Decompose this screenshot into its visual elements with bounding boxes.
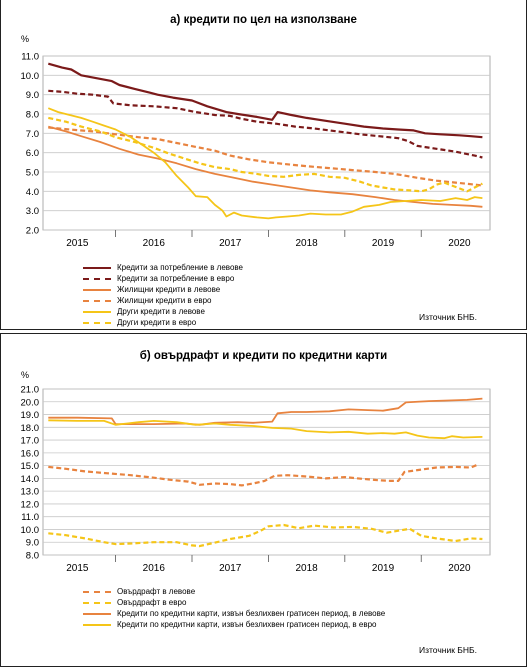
y-tick-label: 10.0: [21, 71, 40, 82]
y-tick-label: 20.0: [21, 397, 40, 408]
plot-area: [42, 55, 491, 231]
series-line-3: [48, 125, 483, 208]
legend-label: Жилищни кредити в левове: [117, 285, 221, 294]
legend-item-4: Кредити по кредитни карти, извън безлихв…: [83, 619, 385, 630]
legend-swatch: [83, 322, 111, 324]
chart-panel-a: а) кредити по цел на използване % 2.0 3.0…: [0, 0, 527, 330]
y-tick-label: 9.0: [26, 538, 39, 549]
y-unit-b: %: [21, 370, 30, 380]
source-note-b: Източник БНБ.: [419, 645, 477, 655]
legend-label: Кредити по кредитни карти, извън безлихв…: [117, 620, 377, 629]
legend-item-1: Кредити за потребление в левове: [83, 262, 243, 273]
y-tick-label: 17.0: [21, 436, 40, 447]
legend-label: Овърдрафт в евро: [117, 598, 187, 607]
legend-b: Овърдрафт в левове Овърдрафт в евро Кредит…: [83, 586, 385, 630]
y-tick-label: 21.0: [21, 385, 40, 396]
chart-panel-b: б) овърдрафт и кредити по кредитни карти…: [0, 333, 527, 667]
x-tick-label: 2020: [448, 238, 471, 249]
y-tick-label: 11.0: [21, 512, 39, 523]
y-tick-label: 18.0: [21, 423, 40, 434]
y-tick-label: 7.0: [26, 129, 39, 140]
y-tick-label: 3.0: [26, 206, 39, 217]
x-tick-label: 2020: [448, 563, 471, 574]
series-line-4: [48, 419, 483, 440]
x-tick-label: 2015: [66, 238, 89, 249]
chart-title-a: а) кредити по цел на използване: [170, 14, 357, 26]
legend-label: Кредити по кредитни карти, извън безлихв…: [117, 609, 386, 618]
y-tick-label: 4.0: [26, 187, 39, 198]
x-tick-label: 2019: [372, 563, 395, 574]
x-tick-label: 2019: [372, 238, 395, 249]
y-tick-label: 9.0: [26, 90, 39, 101]
legend-swatch: [83, 602, 111, 604]
chart-plot-b: 8.0 9.0 10.0 11.0 12.013.0 14.0 15.0 16.017.0 18…: [21, 385, 491, 574]
y-tick-label: 2.0: [26, 226, 39, 237]
legend-item-5: Други кредити в левове: [83, 306, 243, 317]
y-tick-label: 14.0: [21, 474, 40, 485]
chart-plot-a: 2.0 3.0 4.0 5.0 6.0 7.0 8.0 9.0 10.0 11.0 2015 2016…: [21, 52, 491, 249]
x-tick-label: 2015: [66, 563, 89, 574]
legend-item-2: Кредити за потребление в евро: [83, 273, 243, 284]
legend-swatch: [83, 300, 111, 302]
y-tick-label: 19.0: [21, 410, 40, 421]
legend-label: Кредити за потребление в евро: [117, 274, 235, 283]
legend-item-3: Жилищни кредити в левове: [83, 284, 243, 295]
y-tick-label: 8.0: [26, 110, 39, 121]
series-line-1: [48, 62, 483, 139]
y-tick-label: 13.0: [21, 487, 40, 498]
x-tick-label: 2017: [219, 563, 242, 574]
x-tick-label: 2016: [143, 238, 166, 249]
source-note-a: Източник БНБ.: [419, 312, 477, 322]
legend-swatch: [83, 267, 111, 269]
y-tick-label: 8.0: [26, 551, 39, 562]
y-tick-label: 10.0: [21, 525, 40, 536]
y-tick-label: 11.0: [21, 52, 39, 63]
legend-label: Други кредити в левове: [117, 307, 205, 316]
y-tick-label: 16.0: [21, 448, 40, 459]
legend-label: Кредити за потребление в левове: [117, 263, 243, 272]
legend-item-6: Други кредити в евро: [83, 317, 243, 328]
series-line-2: [48, 523, 483, 548]
y-tick-label: 15.0: [21, 461, 40, 472]
y-tick-label: 5.0: [26, 168, 39, 179]
series-line-5: [47, 107, 483, 220]
legend-swatch: [83, 278, 111, 280]
legend-label: Други кредити в евро: [117, 318, 197, 327]
x-tick-label: 2018: [295, 238, 318, 249]
y-tick-label: 6.0: [26, 148, 39, 159]
y-unit-a: %: [21, 34, 30, 44]
y-tick-label: 12.0: [21, 499, 40, 510]
legend-swatch: [83, 624, 111, 626]
x-tick-label: 2018: [295, 563, 318, 574]
legend-swatch: [83, 591, 111, 593]
plot-area: [42, 388, 491, 556]
x-tick-label: 2016: [143, 563, 166, 574]
legend-item-1: Овърдрафт в левове: [83, 586, 385, 597]
chart-title-b: б) овърдрафт и кредити по кредитни карти: [139, 350, 388, 362]
series-line-6: [48, 116, 483, 193]
legend-item-2: Овърдрафт в евро: [83, 597, 385, 608]
legend-item-3: Кредити по кредитни карти, извън безлихв…: [83, 608, 385, 619]
legend-a: Кредити за потребление в левове Кредити з…: [83, 262, 243, 328]
x-tick-label: 2017: [219, 238, 242, 249]
legend-item-4: Жилищни кредити в евро: [83, 295, 243, 306]
legend-swatch: [83, 613, 111, 615]
legend-label: Жилищни кредити в евро: [117, 296, 212, 305]
legend-swatch: [83, 289, 111, 291]
legend-label: Овърдрафт в левове: [117, 587, 196, 596]
legend-swatch: [83, 311, 111, 313]
series-line-1: [48, 463, 479, 487]
series-line-3: [48, 397, 483, 426]
